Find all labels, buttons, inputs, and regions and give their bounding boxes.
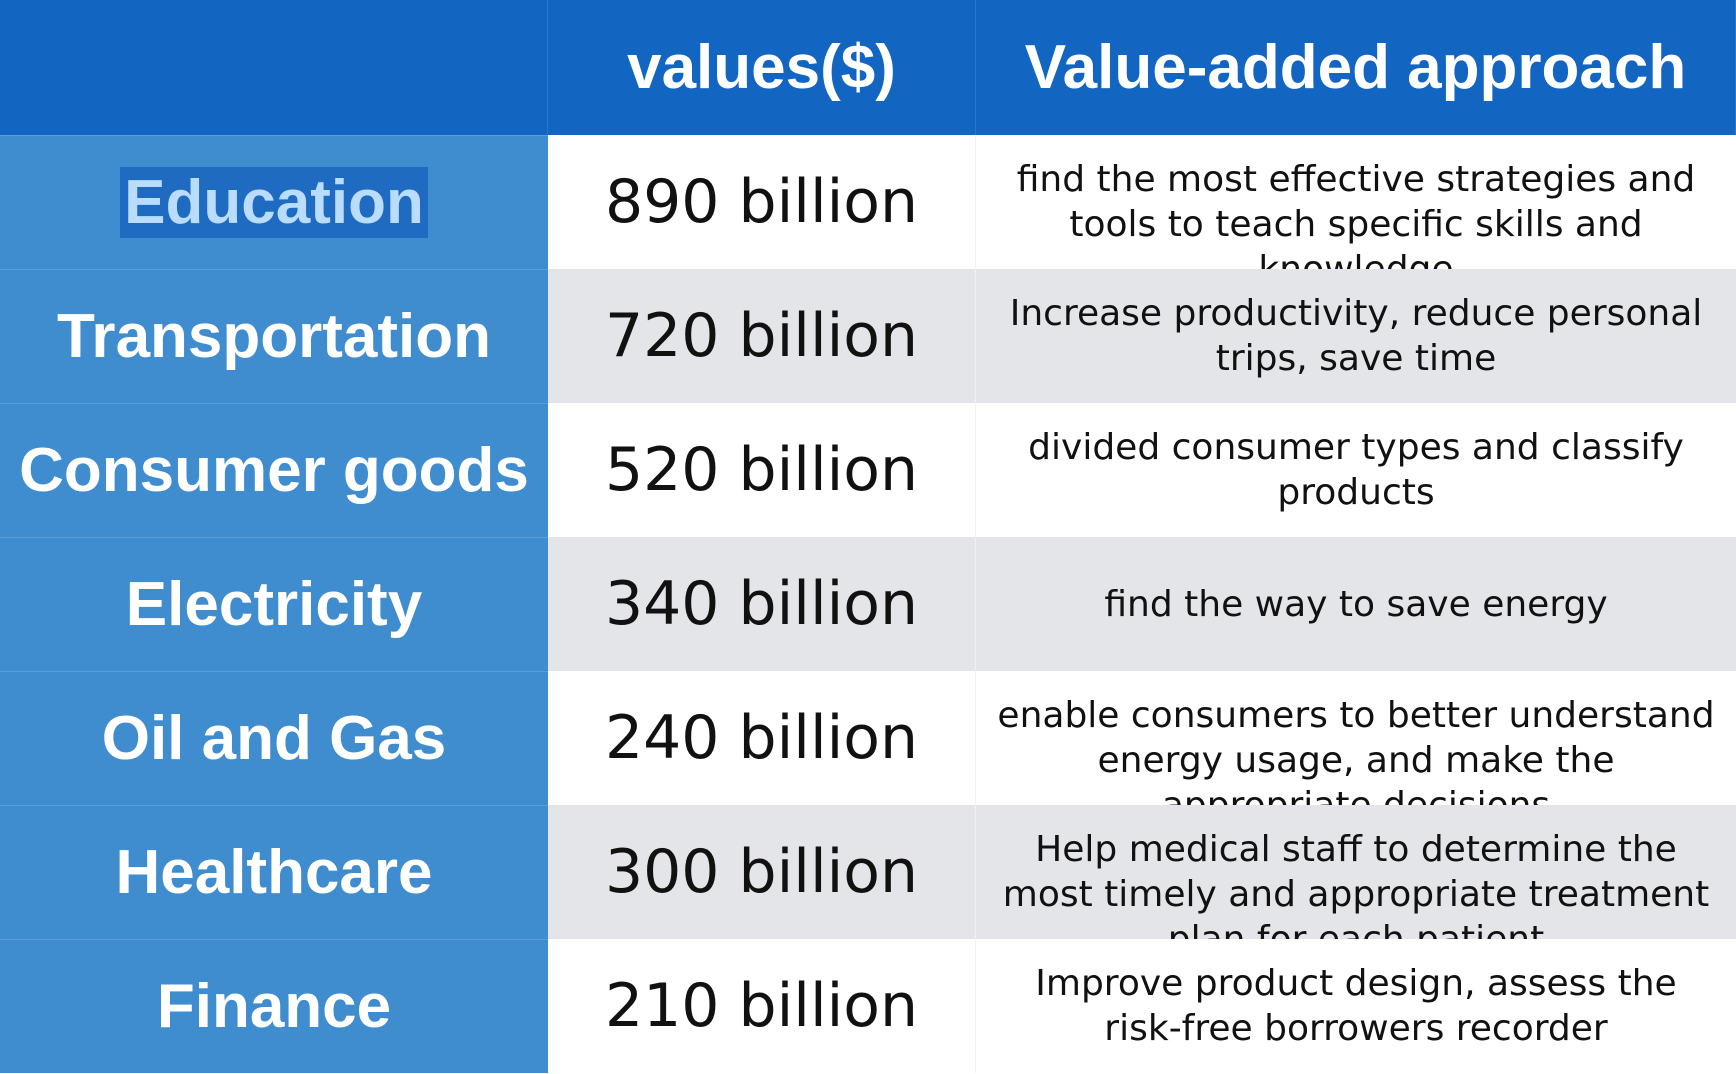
header-empty-cell (0, 0, 548, 135)
row-label-finance: Finance (0, 939, 548, 1073)
row-label-education[interactable]: Education (0, 135, 548, 269)
row-value: 210 billion (548, 939, 976, 1073)
row-label-text: Healthcare (115, 838, 433, 907)
row-approach: enable consumers to better understand en… (976, 671, 1736, 805)
row-label-transportation: Transportation (0, 269, 548, 403)
row-label-consumer-goods: Consumer goods (0, 403, 548, 537)
selected-text[interactable]: Education (120, 167, 428, 238)
row-value: 240 billion (548, 671, 976, 805)
row-value: 890 billion (548, 135, 976, 269)
row-label-text: Oil and Gas (101, 704, 447, 773)
row-label-text: Consumer goods (19, 436, 529, 505)
row-value: 520 billion (548, 403, 976, 537)
row-label-electricity: Electricity (0, 537, 548, 671)
row-label-oil-and-gas: Oil and Gas (0, 671, 548, 805)
row-label-text: Electricity (125, 570, 423, 639)
row-approach: divided consumer types and classify prod… (976, 403, 1736, 537)
row-label-text: Transportation (56, 302, 492, 371)
row-approach: Increase productivity, reduce personal t… (976, 269, 1736, 403)
header-values: values($) (548, 0, 976, 135)
row-value: 340 billion (548, 537, 976, 671)
row-label-healthcare: Healthcare (0, 805, 548, 939)
row-approach: Improve product design, assess the risk-… (976, 939, 1736, 1073)
row-label-text: Finance (156, 972, 392, 1041)
row-approach: find the way to save energy (976, 537, 1736, 671)
row-approach: find the most effective strategies and t… (976, 135, 1736, 269)
row-approach: Help medical staff to determine the most… (976, 805, 1736, 939)
row-value: 720 billion (548, 269, 976, 403)
header-approach: Value-added approach (976, 0, 1736, 135)
row-value: 300 billion (548, 805, 976, 939)
